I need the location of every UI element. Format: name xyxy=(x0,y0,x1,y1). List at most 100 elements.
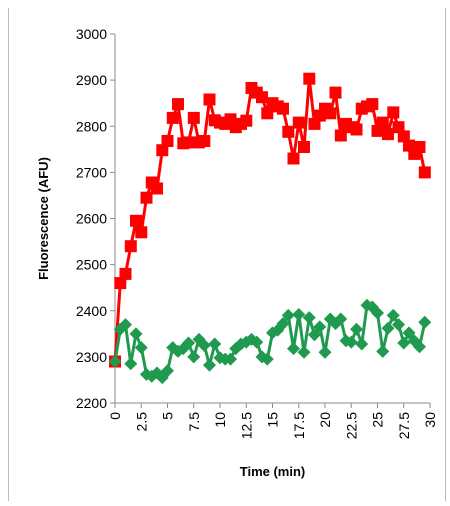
y-tick-label: 2400 xyxy=(76,303,107,319)
diamond-marker xyxy=(386,308,400,322)
diamond-marker xyxy=(350,322,363,336)
x-tick-label: 22.5 xyxy=(343,412,359,439)
square-marker xyxy=(240,114,253,127)
x-tick-label: 10 xyxy=(212,412,228,428)
diamond-marker xyxy=(318,345,332,359)
diamond-marker xyxy=(334,312,348,326)
square-marker xyxy=(156,144,169,157)
diamond-marker xyxy=(418,315,432,329)
diamond-marker xyxy=(292,307,306,321)
diamond-marker xyxy=(124,357,138,371)
square-marker xyxy=(287,152,300,165)
diamond-marker xyxy=(355,337,369,351)
square-marker xyxy=(413,141,426,153)
square-marker xyxy=(203,93,216,106)
diamond-marker xyxy=(402,326,416,340)
x-axis-title: Time (min) xyxy=(240,464,306,479)
diamond-marker xyxy=(224,352,237,366)
diamond-marker xyxy=(281,308,295,322)
diamond-marker xyxy=(276,317,290,331)
diamond-marker xyxy=(134,341,148,355)
series-layer xyxy=(108,72,432,385)
square-marker xyxy=(376,116,389,129)
square-marker xyxy=(166,111,179,124)
square-marker xyxy=(292,116,305,129)
y-tick-label: 2200 xyxy=(76,395,107,411)
diamond-marker xyxy=(182,336,195,350)
series-1 xyxy=(109,72,431,368)
diamond-marker xyxy=(187,350,201,364)
x-tick-label: 0 xyxy=(107,412,123,420)
square-marker xyxy=(198,135,211,147)
square-marker xyxy=(371,124,384,137)
diamond-marker xyxy=(287,342,300,356)
diamond-marker xyxy=(108,354,122,368)
square-marker xyxy=(124,240,137,253)
y-tick-label: 2500 xyxy=(76,257,107,273)
diamond-marker xyxy=(161,364,174,378)
diamond-marker xyxy=(376,344,390,358)
x-tick-label: 27.5 xyxy=(396,412,412,439)
diamond-marker xyxy=(197,338,211,352)
diamond-marker xyxy=(344,335,358,349)
square-marker xyxy=(329,86,342,99)
diamond-marker xyxy=(119,318,132,332)
diamond-marker xyxy=(371,306,384,320)
y-tick-label: 2800 xyxy=(76,118,107,134)
x-axis-ticks: 0 2.5 5 7.5 10 12.5 15 17.5 20 22.5 25 27.5 30 xyxy=(107,403,438,439)
square-marker xyxy=(172,98,184,111)
x-tick-label: 25 xyxy=(370,412,386,428)
diamond-marker xyxy=(413,340,426,354)
diamond-marker xyxy=(208,337,222,351)
y-tick-label: 2300 xyxy=(76,349,107,365)
square-marker xyxy=(140,191,153,204)
diamond-marker xyxy=(129,327,143,341)
y-tick-label: 2600 xyxy=(76,211,107,227)
square-marker xyxy=(334,129,347,142)
y-axis-ticks: 2200 2300 2400 2500 2600 2700 2800 2900 3000 xyxy=(76,26,115,411)
square-marker xyxy=(324,107,337,120)
y-tick-label: 3000 xyxy=(76,26,107,42)
x-tick-label: 15 xyxy=(265,412,281,428)
x-tick-label: 30 xyxy=(422,412,438,428)
square-marker xyxy=(366,98,379,111)
x-tick-label: 20 xyxy=(317,412,333,428)
square-marker xyxy=(151,182,163,195)
series-2 xyxy=(108,298,432,385)
square-marker xyxy=(282,125,295,138)
diamond-marker xyxy=(203,358,216,372)
square-marker xyxy=(298,141,310,153)
diamond-marker xyxy=(260,352,274,366)
x-tick-label: 2.5 xyxy=(133,412,149,432)
x-tick-label: 5 xyxy=(160,412,176,420)
square-marker xyxy=(277,102,289,115)
x-tick-label: 7.5 xyxy=(186,412,202,432)
diamond-marker xyxy=(397,336,411,350)
square-marker xyxy=(130,214,142,227)
square-marker xyxy=(392,121,405,134)
diamond-marker xyxy=(297,345,311,359)
square-marker xyxy=(303,72,316,85)
chart-area xyxy=(8,8,446,501)
diamond-marker xyxy=(250,335,264,349)
diamond-marker xyxy=(302,311,316,325)
diamond-marker xyxy=(381,321,395,335)
x-tick-label: 12.5 xyxy=(238,412,254,439)
square-marker xyxy=(256,91,268,104)
diamond-marker xyxy=(308,328,321,342)
diamond-marker xyxy=(392,318,405,332)
square-marker xyxy=(114,277,127,290)
square-marker xyxy=(308,117,321,130)
y-tick-label: 2900 xyxy=(76,72,107,88)
square-marker xyxy=(382,128,394,141)
square-marker xyxy=(387,106,400,119)
y-axis-title: Fluorescence (AFU) xyxy=(36,157,51,280)
square-marker xyxy=(182,136,195,149)
square-marker xyxy=(418,166,431,179)
square-marker xyxy=(350,123,363,136)
square-marker xyxy=(261,107,274,120)
y-tick-label: 2700 xyxy=(76,164,107,180)
square-marker xyxy=(161,135,174,147)
square-marker xyxy=(119,267,132,280)
